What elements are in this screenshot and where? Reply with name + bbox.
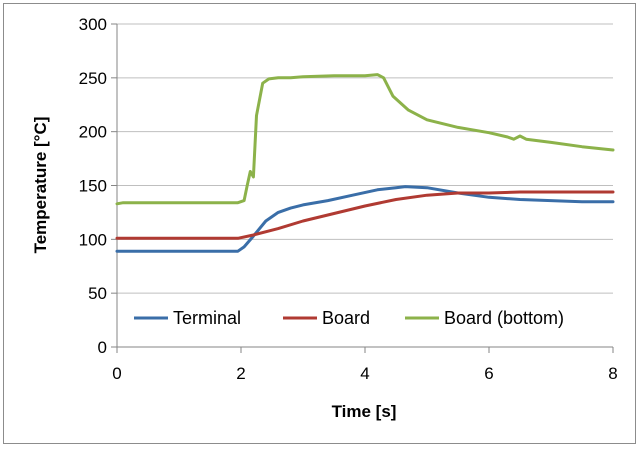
tick-labels: 0 50 100 150 200 250 300 0 2 4 6 8	[79, 15, 618, 383]
legend-label-2: Board (bottom)	[444, 308, 564, 328]
series-line-0	[115, 185, 615, 253]
axes	[111, 23, 614, 353]
x-axis-title: Time [s]	[332, 402, 397, 421]
series-line-2	[115, 73, 615, 206]
x-tick-label: 6	[484, 364, 493, 383]
x-tick-label: 8	[608, 364, 617, 383]
legend: Terminal Board Board (bottom)	[130, 302, 600, 334]
x-tick-label: 4	[360, 364, 369, 383]
x-tick-label: 2	[236, 364, 245, 383]
y-tick-label: 250	[79, 69, 107, 88]
y-axis-title: Temperature [°C]	[31, 117, 50, 254]
legend-label-1: Board	[322, 308, 370, 328]
legend-label-0: Terminal	[173, 308, 241, 328]
x-tick-label: 0	[112, 364, 121, 383]
y-tick-label: 300	[79, 15, 107, 34]
y-tick-label: 50	[88, 284, 107, 303]
y-tick-label: 200	[79, 123, 107, 142]
series-line-1	[115, 190, 615, 240]
y-tick-label: 0	[98, 338, 107, 357]
series-lines	[115, 73, 615, 253]
y-tick-label: 150	[79, 177, 107, 196]
y-tick-label: 100	[79, 230, 107, 249]
gridlines	[117, 23, 613, 294]
legend-background	[130, 302, 600, 334]
